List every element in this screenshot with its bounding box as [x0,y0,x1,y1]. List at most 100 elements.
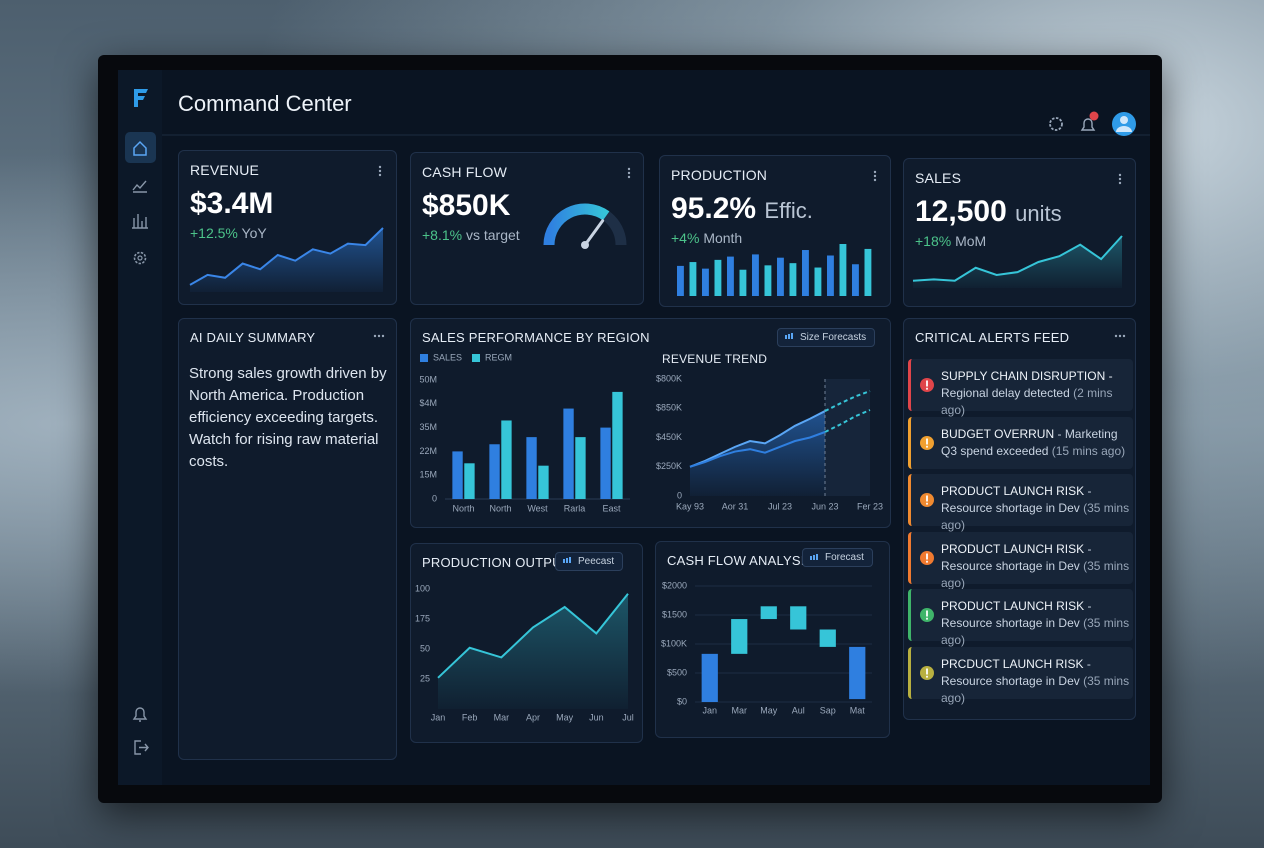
alert-icon [920,378,934,392]
alert-text: PRODUCT LAUNCH RISK - Resource shortage … [941,541,1136,592]
alert-text: PRCDUCT LAUNCH RISK - Resource shortage … [941,656,1136,707]
kpi-title: CASH FLOW [422,164,508,180]
kpi-title: REVENUE [190,162,260,178]
alert-icon [920,493,934,507]
alert-time: (35 mins ago) [941,616,1130,647]
alert-text: SUPPLY CHAIN DISRUPTION - Regional delay… [941,368,1136,419]
nav-reports[interactable] [132,214,148,229]
alert-title: PRODUCT LAUNCH RISK [941,599,1085,613]
kpi-change: +8.1% vs target [422,227,520,243]
alert-title: SUPPLY CHAIN DISRUPTION - [941,369,1113,383]
alert-title: PRODUCT LAUNCH RISK [941,484,1085,498]
kpi-title: PRODUCTION [671,167,768,183]
alert-icon-dot [926,560,928,563]
notification-badge [1089,111,1099,121]
notifications-button[interactable] [1080,118,1096,131]
alert-icon [920,608,934,622]
cashflow-card: CASH FLOW ANALYSIS Forecast [655,541,890,738]
alert-item[interactable]: BUDGET OVERRUN - Marketing Q3 spend exce… [908,416,1136,469]
chart-title: SALES PERFORMANCE BY REGION [422,330,650,345]
kpi-card: SALES 12,500 units +18% MoM [903,158,1136,307]
kpi-delta-label: Month [703,230,743,246]
alert-icon [920,435,934,450]
kpi-change: +12.5% YoY [190,225,267,241]
alert-text: PRODUCT LAUNCH RISK - Resource shortage … [941,483,1136,534]
kpi-title: SALES [915,170,962,186]
nav-logout[interactable] [134,740,149,755]
kpi-value-row: 95.2% Effic. [671,192,813,226]
summary-card: AI DAILY SUMMARY Strong sales growth dri… [178,318,397,760]
alert-item[interactable]: PRCDUCT LAUNCH RISK - Resource shortage … [908,646,1133,705]
avatar-body [1116,126,1132,132]
chart-title: REVENUE TREND [662,352,768,366]
region-card: SALES PERFORMANCE BY REGION Size Forecas… [410,318,891,528]
alert-icon-dot [926,445,928,448]
chart-title: CASH FLOW ANALYSIS [667,553,814,568]
page-title: Command Center [178,91,352,116]
nav-analytics[interactable] [132,180,147,193]
alerts-title: CRITICAL ALERTS FEED [915,330,1070,345]
alert-item[interactable]: PRODUCT LAUNCH RISK - Resource shortage … [908,531,1133,590]
nav-home[interactable] [125,132,156,163]
summary-title: AI DAILY SUMMARY [190,330,316,345]
alert-text: BUDGET OVERRUN - Marketing Q3 spend exce… [941,426,1136,460]
alert-item[interactable]: PRODUCT LAUNCH RISK - Resource shortage … [908,589,1133,647]
alert-icon-mark [926,438,928,444]
settings-button[interactable] [1049,117,1063,131]
alert-icon-dot [926,387,928,390]
alert-icon-dot [926,502,928,505]
alert-message: - Resource shortage in Dev [941,541,1092,573]
kpi-value: 12,500 [915,195,1007,228]
alert-icon-mark [926,668,928,674]
alert-time: (2 mins ago) [941,386,1113,417]
alert-time: (15 mins ago) [1051,443,1126,458]
kpi-unit: units [1015,201,1062,226]
production-card: PRODUCTION OUTPUT Peecast [410,543,643,743]
kpi-delta: +8.1% [422,227,463,243]
chart-title: PRODUCTION OUTPUT [422,555,570,570]
alert-message: Regional delay detected [941,386,1070,400]
kpi-delta-label: vs target [465,227,520,243]
sidebar [118,70,162,785]
alert-text: PRODUCT LAUNCH RISK - Resource shortage … [941,598,1136,649]
summary-text: Strong sales growth driven by North Amer… [189,365,387,470]
kpi-delta: +18% [915,233,952,249]
kpi-card: PRODUCTION 95.2% Effic. +4% Month [659,155,891,307]
kpi-change: +18% MoM [915,233,986,249]
alert-time: (35 mins ago) [941,673,1130,705]
nav-settings[interactable] [133,251,147,265]
alert-icon [920,665,934,680]
kpi-value-row: 12,500 units [915,195,1062,229]
nav-settings-core [137,255,143,261]
alert-icon-dot [926,617,928,620]
logo [134,89,148,107]
alert-title: BUDGET OVERRUN [941,426,1055,441]
alert-message: - Resource shortage in Dev [941,656,1091,688]
kpi-value: 95.2% [671,192,757,225]
nav-alerts[interactable] [132,707,148,722]
kpi-value: $3.4M [190,187,274,220]
kpi-unit: Effic. [764,198,813,223]
forecast-toggle[interactable]: Peecast [555,552,624,571]
kpi-delta: +12.5% [190,225,238,241]
kpi-delta-label: YoY [241,225,267,241]
alert-message: - Resource shortage in Dev [941,599,1092,630]
kpi-delta-label: MoM [955,233,987,249]
alert-message: - Marketing Q3 spend exceeded [941,426,1118,458]
forecast-toggle[interactable]: Size Forecasts [777,328,876,347]
kpi-card: REVENUE $3.4M +12.5% YoY [178,150,397,305]
alert-message: - Resource shortage in Dev [941,484,1092,515]
kpi-delta: +4% [671,230,700,246]
kpi-value: $850K [422,189,511,222]
kpi-card: CASH FLOW $850K +8.1% vs target [410,152,644,305]
alert-title: PRODUCT LAUNCH RISK [941,541,1085,556]
alert-item[interactable]: PRODUCT LAUNCH RISK - Resource shortage … [908,474,1133,532]
alert-icon-mark [926,610,928,617]
forecast-toggle[interactable]: Forecast [802,548,873,567]
alert-title: PRCDUCT LAUNCH RISK [941,656,1084,671]
alert-item[interactable]: SUPPLY CHAIN DISRUPTION - Regional delay… [908,359,1133,417]
alerts-card: CRITICAL ALERTS FEED SUPPLY CHAIN DISRUP… [903,318,1136,720]
alert-time: (35 mins ago) [941,558,1130,590]
